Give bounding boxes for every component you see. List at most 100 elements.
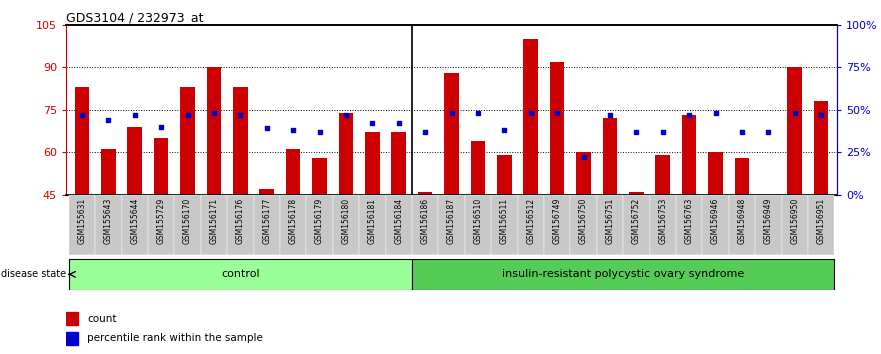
Bar xyxy=(814,101,828,195)
Bar xyxy=(312,158,327,195)
Point xyxy=(576,154,590,160)
Text: GSM156177: GSM156177 xyxy=(263,198,271,244)
Point xyxy=(788,110,802,116)
Text: GSM156176: GSM156176 xyxy=(236,198,245,244)
Text: GSM156179: GSM156179 xyxy=(315,198,324,244)
Text: GSM155643: GSM155643 xyxy=(104,198,113,244)
Text: GSM155644: GSM155644 xyxy=(130,198,139,244)
FancyBboxPatch shape xyxy=(517,195,544,255)
Bar xyxy=(365,132,380,195)
FancyBboxPatch shape xyxy=(439,195,464,255)
FancyBboxPatch shape xyxy=(148,195,174,255)
Point xyxy=(154,124,168,130)
Point xyxy=(682,112,696,118)
Text: GSM156753: GSM156753 xyxy=(658,198,667,244)
Point xyxy=(761,129,775,135)
Point xyxy=(207,110,221,116)
FancyBboxPatch shape xyxy=(596,195,623,255)
Bar xyxy=(444,73,459,195)
Point xyxy=(286,127,300,133)
Bar xyxy=(285,149,300,195)
Point xyxy=(75,112,89,118)
FancyBboxPatch shape xyxy=(412,259,834,290)
Text: GSM156950: GSM156950 xyxy=(790,198,799,244)
FancyBboxPatch shape xyxy=(386,195,412,255)
FancyBboxPatch shape xyxy=(359,195,386,255)
Bar xyxy=(655,155,670,195)
FancyBboxPatch shape xyxy=(676,195,702,255)
FancyBboxPatch shape xyxy=(280,195,307,255)
FancyBboxPatch shape xyxy=(544,195,570,255)
Text: GSM156512: GSM156512 xyxy=(526,198,536,244)
Bar xyxy=(391,132,406,195)
Point xyxy=(550,110,564,116)
Text: GSM156949: GSM156949 xyxy=(764,198,773,244)
Point xyxy=(603,112,617,118)
Text: GSM156750: GSM156750 xyxy=(579,198,588,244)
Text: GSM156751: GSM156751 xyxy=(605,198,614,244)
Point xyxy=(128,112,142,118)
FancyBboxPatch shape xyxy=(412,195,439,255)
Bar xyxy=(233,87,248,195)
Text: GSM156181: GSM156181 xyxy=(367,198,377,244)
Text: GSM156170: GSM156170 xyxy=(183,198,192,244)
FancyBboxPatch shape xyxy=(755,195,781,255)
FancyBboxPatch shape xyxy=(729,195,755,255)
Bar xyxy=(550,62,565,195)
Bar xyxy=(470,141,485,195)
Bar xyxy=(181,87,195,195)
FancyBboxPatch shape xyxy=(623,195,649,255)
FancyBboxPatch shape xyxy=(307,195,333,255)
Text: GSM156180: GSM156180 xyxy=(342,198,351,244)
Point xyxy=(655,129,670,135)
Bar xyxy=(629,192,644,195)
Bar xyxy=(207,67,221,195)
FancyBboxPatch shape xyxy=(69,195,95,255)
FancyBboxPatch shape xyxy=(69,259,412,290)
FancyBboxPatch shape xyxy=(702,195,729,255)
Point xyxy=(313,129,327,135)
Point xyxy=(708,110,722,116)
Bar xyxy=(418,192,433,195)
Bar xyxy=(497,155,512,195)
Point xyxy=(181,112,195,118)
Bar xyxy=(788,67,802,195)
Text: disease state: disease state xyxy=(2,269,67,279)
Text: GSM156763: GSM156763 xyxy=(685,198,693,244)
Bar xyxy=(66,332,78,345)
Point xyxy=(233,112,248,118)
Bar xyxy=(603,118,618,195)
FancyBboxPatch shape xyxy=(174,195,201,255)
Text: GDS3104 / 232973_at: GDS3104 / 232973_at xyxy=(66,11,204,24)
Text: GSM156946: GSM156946 xyxy=(711,198,720,244)
FancyBboxPatch shape xyxy=(122,195,148,255)
Point xyxy=(735,129,749,135)
Point xyxy=(470,110,485,116)
Point xyxy=(629,129,643,135)
Text: GSM156178: GSM156178 xyxy=(289,198,298,244)
FancyBboxPatch shape xyxy=(808,195,834,255)
FancyBboxPatch shape xyxy=(227,195,254,255)
FancyBboxPatch shape xyxy=(333,195,359,255)
Point xyxy=(339,112,353,118)
FancyBboxPatch shape xyxy=(781,195,808,255)
Text: GSM156511: GSM156511 xyxy=(500,198,509,244)
Bar xyxy=(75,87,89,195)
Point xyxy=(260,126,274,131)
Bar xyxy=(576,152,591,195)
Bar xyxy=(259,189,274,195)
Bar xyxy=(523,39,538,195)
Text: GSM156186: GSM156186 xyxy=(420,198,430,244)
Text: count: count xyxy=(87,314,116,324)
Text: GSM156184: GSM156184 xyxy=(394,198,403,244)
Point xyxy=(392,120,406,126)
Bar xyxy=(735,158,749,195)
Point xyxy=(814,112,828,118)
FancyBboxPatch shape xyxy=(464,195,491,255)
Text: GSM156948: GSM156948 xyxy=(737,198,746,244)
Text: GSM156752: GSM156752 xyxy=(632,198,640,244)
Bar xyxy=(708,152,722,195)
FancyBboxPatch shape xyxy=(491,195,517,255)
Bar xyxy=(154,138,168,195)
Bar xyxy=(682,115,696,195)
